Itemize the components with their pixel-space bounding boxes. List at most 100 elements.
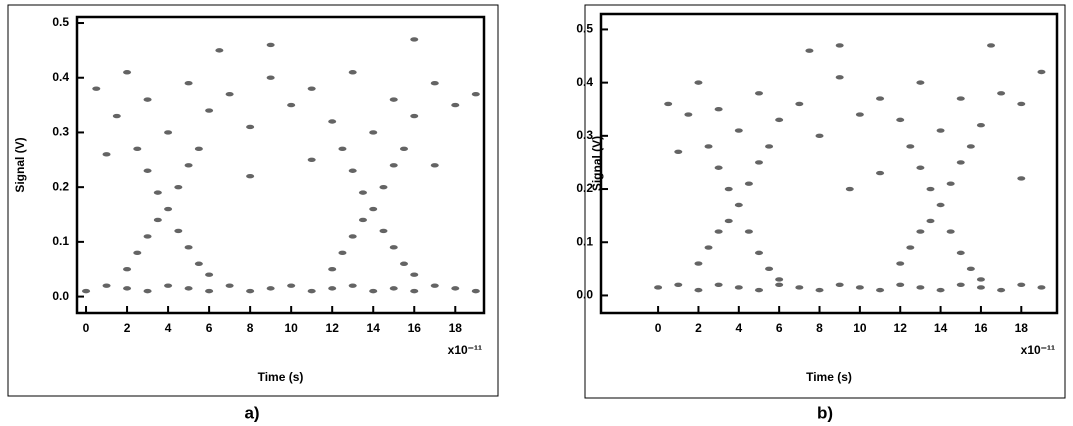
eye-sample (430, 163, 439, 168)
eye-sample (143, 288, 152, 294)
eye-sample (194, 261, 203, 266)
eye-sample (724, 218, 733, 224)
eye-sample (123, 70, 132, 75)
eye-sample (358, 217, 367, 223)
eye-sample (724, 186, 733, 192)
eye-sample (714, 107, 723, 112)
eye-sample (471, 288, 480, 294)
eye-sample (143, 97, 152, 102)
eye-sample (714, 282, 723, 288)
x-tick-label: 18 (449, 321, 463, 335)
eye-sample (1017, 176, 1026, 181)
eye-sample (775, 277, 784, 282)
y-tick-label: 0.0 (52, 289, 69, 303)
eye-sample (328, 286, 337, 291)
eye-sample (369, 130, 378, 135)
eye-sample (845, 186, 854, 192)
y-tick-label: 0.4 (576, 75, 593, 89)
eye-sample (876, 287, 885, 293)
x-axis-label: Time (s) (258, 370, 304, 384)
eye-sample (246, 288, 255, 294)
eye-sample (430, 283, 439, 288)
x-scale-label: x10⁻¹¹ (448, 343, 482, 357)
eye-sample (379, 184, 388, 190)
eye-sample (654, 285, 663, 290)
eye-sample (815, 133, 824, 139)
y-axis-label: Signal (V) (590, 136, 604, 191)
eye-sample (184, 286, 193, 291)
x-tick-label: 14 (367, 321, 381, 335)
eye-sample (936, 128, 945, 133)
y-tick-label: 0.5 (576, 22, 593, 36)
eye-sample (430, 81, 439, 86)
eye-sample (287, 283, 296, 288)
eye-sample (734, 285, 743, 290)
eye-sample (855, 112, 864, 117)
eye-sample (153, 217, 162, 223)
panel: 0.0 0.1 0.2 0.3 0.4 0.5 0 2 4 6 8 10 12 14 16 18 x10⁻¹¹ T… (576, 4, 1066, 422)
y-tick-label: 0.2 (576, 181, 593, 195)
eye-sample (966, 144, 975, 149)
eye-sample (956, 96, 965, 101)
eye-sample (143, 234, 152, 239)
eye-sample (92, 86, 101, 91)
eye-sample (1037, 69, 1046, 75)
eye-sample (876, 96, 885, 101)
eye-sample (926, 186, 935, 192)
eye-sample (133, 146, 142, 152)
eye-sample (215, 48, 224, 53)
y-tick-label: 0.5 (52, 15, 69, 29)
eye-sample (734, 128, 743, 133)
eye-sample (946, 181, 955, 186)
eye-sample (815, 287, 824, 293)
eye-sample (266, 42, 275, 48)
eye-sample (956, 250, 965, 256)
eye-sample (754, 287, 763, 293)
eye-sample (307, 288, 316, 294)
x-tick-label: 2 (695, 321, 702, 335)
panel-caption: b) (817, 403, 833, 422)
eye-sample (287, 102, 296, 108)
eye-sample (328, 119, 337, 124)
eye-sample (410, 272, 419, 277)
eye-sample (835, 43, 844, 48)
eye-sample (906, 245, 915, 250)
eye-sample (956, 282, 965, 288)
eye-sample (369, 288, 378, 294)
eye-sample (123, 286, 132, 291)
x-tick-label: 10 (284, 321, 298, 335)
eye-sample (348, 283, 357, 288)
eye-sample (410, 288, 419, 294)
eye-sample (112, 113, 121, 119)
eye-sample (765, 144, 774, 149)
panel-border (7, 4, 499, 397)
eye-sample (307, 157, 316, 163)
eye-sample (754, 160, 763, 165)
eye-sample (184, 245, 193, 250)
eye-sample (694, 287, 703, 293)
eye-sample (916, 229, 925, 234)
eye-sample (976, 277, 985, 282)
eye-sample (174, 228, 183, 234)
eye-sample (389, 286, 398, 291)
eye-sample (399, 261, 408, 266)
eye-sample (399, 146, 408, 152)
eye-sample (246, 174, 255, 179)
eye-sample (795, 285, 804, 290)
eye-sample (348, 234, 357, 239)
eye-sample (389, 163, 398, 168)
eye-sample (714, 165, 723, 170)
eye-sample (795, 101, 804, 107)
eye-sample (765, 266, 774, 272)
eye-sample (734, 202, 743, 208)
eye-sample (976, 122, 985, 128)
eye-sample (956, 160, 965, 165)
y-tick-label: 0.1 (52, 234, 69, 248)
eye-sample (266, 286, 275, 291)
eye-sample (976, 285, 985, 290)
eye-sample (194, 146, 203, 152)
eye-sample (174, 184, 183, 190)
x-tick-label: 8 (247, 321, 254, 335)
x-tick-label: 4 (165, 321, 172, 335)
eye-sample (451, 102, 460, 108)
